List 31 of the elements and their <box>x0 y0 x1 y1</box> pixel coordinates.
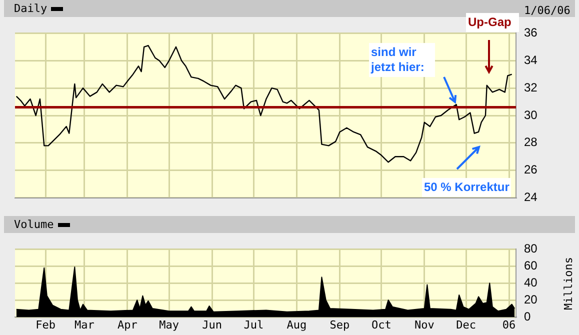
annotation: 50 % Korrektur <box>422 178 512 197</box>
x-tick-label: Mar <box>74 318 95 332</box>
annotation: sind wir jetzt hier: <box>369 43 435 77</box>
x-tick-label: Apr <box>117 318 138 332</box>
x-tick-label: Sep <box>330 318 350 332</box>
chart-title: Volume <box>14 217 54 233</box>
y-tick-label: 40 <box>524 275 538 290</box>
y-tick-label: 36 <box>524 26 538 40</box>
y-tick-label: 32 <box>524 80 538 94</box>
y-tick-label: 24 <box>524 190 538 204</box>
chart-title: Daily <box>14 1 48 17</box>
y-tick-label: 28 <box>524 135 538 150</box>
x-tick-label: Dec <box>456 318 476 332</box>
x-tick-label: 06 <box>502 318 516 332</box>
x-tick-label: Jun <box>202 318 222 332</box>
text: Up-Gap <box>466 13 519 32</box>
y-tick-label: 30 <box>524 108 538 122</box>
x-tick-label: Oct <box>371 318 392 332</box>
x-tick-label: Nov <box>414 318 435 332</box>
x-tick-label: Jul <box>244 318 264 332</box>
y-tick-label: 80 <box>524 242 538 256</box>
y-tick-label: 26 <box>524 162 538 177</box>
x-tick-label: Feb <box>36 318 56 332</box>
y-tick-label: 34 <box>524 52 538 67</box>
y-axis-title: Millions <box>561 256 574 310</box>
y-tick-label: 0 <box>524 309 531 324</box>
x-tick-label: Aug <box>286 318 307 332</box>
y-tick-label: 20 <box>524 292 538 306</box>
x-tick-label: May <box>159 318 180 332</box>
text: 1/06/06 <box>523 3 572 19</box>
y-tick-label: 60 <box>524 258 538 272</box>
